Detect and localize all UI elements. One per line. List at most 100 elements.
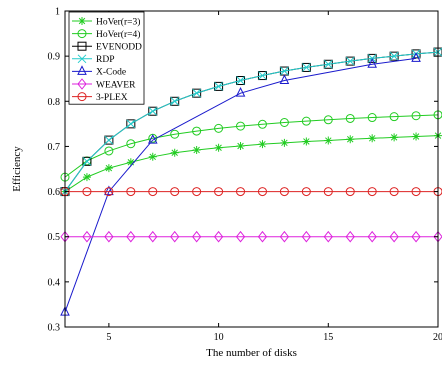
data-point bbox=[257, 230, 268, 243]
y-tick-label: 0.3 bbox=[48, 323, 61, 334]
legend-swatch-marker bbox=[78, 17, 86, 25]
legend-label: WEAVER bbox=[96, 80, 136, 90]
series-1 bbox=[60, 110, 442, 182]
data-point bbox=[390, 133, 399, 142]
data-point bbox=[257, 119, 267, 129]
y-tick-label: 0.4 bbox=[48, 277, 61, 288]
data-point bbox=[147, 133, 158, 144]
data-point bbox=[126, 119, 136, 129]
data-point bbox=[389, 187, 399, 197]
plot-area-frame bbox=[64, 10, 439, 328]
legend-swatch-marker bbox=[77, 29, 87, 39]
data-point bbox=[257, 71, 267, 81]
legend-swatch-marker bbox=[77, 41, 87, 51]
data-point bbox=[214, 123, 224, 133]
data-point bbox=[104, 187, 114, 197]
legend-item: HoVer(r=3) bbox=[72, 16, 140, 27]
data-point bbox=[345, 230, 355, 243]
data-point bbox=[148, 106, 158, 116]
legend-label: X-Code bbox=[96, 68, 126, 78]
data-point bbox=[279, 187, 289, 197]
legend-item: WEAVER bbox=[72, 78, 136, 90]
data-point bbox=[214, 143, 223, 152]
data-point bbox=[389, 51, 399, 61]
data-point bbox=[411, 230, 421, 243]
data-point bbox=[367, 187, 377, 197]
data-point bbox=[301, 62, 311, 72]
data-point bbox=[213, 230, 224, 243]
data-point bbox=[192, 187, 202, 197]
legend-label: HoVer(r=4) bbox=[96, 29, 140, 40]
data-point bbox=[126, 158, 135, 167]
data-point bbox=[301, 230, 311, 243]
data-point bbox=[126, 230, 136, 243]
data-point bbox=[170, 148, 179, 157]
data-point bbox=[170, 96, 180, 106]
data-point bbox=[258, 140, 267, 149]
data-point bbox=[126, 139, 136, 149]
y-tick-label: 0.9 bbox=[48, 52, 61, 63]
legend-item: HoVer(r=4) bbox=[72, 29, 140, 40]
data-point bbox=[104, 230, 114, 243]
data-point bbox=[280, 66, 289, 76]
data-point bbox=[235, 87, 246, 97]
legend-item: EVENODD bbox=[72, 41, 142, 53]
data-point bbox=[324, 136, 333, 145]
series-0 bbox=[61, 131, 442, 196]
legend-swatch-marker bbox=[77, 54, 87, 64]
y-tick-label: 0.5 bbox=[48, 232, 61, 243]
data-point bbox=[412, 132, 421, 141]
data-point bbox=[104, 185, 114, 196]
data-point bbox=[257, 187, 267, 197]
data-point bbox=[148, 230, 158, 243]
data-point bbox=[82, 187, 92, 197]
data-point bbox=[126, 187, 136, 197]
legend-label: EVENODD bbox=[96, 43, 142, 53]
legend-swatch-marker bbox=[77, 78, 87, 90]
data-point bbox=[367, 113, 377, 123]
series-5 bbox=[60, 230, 442, 243]
data-point bbox=[411, 187, 421, 197]
data-point bbox=[236, 76, 245, 85]
data-point bbox=[389, 230, 399, 243]
data-point bbox=[214, 82, 223, 91]
data-point bbox=[170, 230, 180, 243]
legend-item: 3-PLEX bbox=[72, 92, 128, 103]
data-point bbox=[235, 230, 246, 243]
data-point bbox=[301, 187, 311, 197]
data-point bbox=[192, 88, 202, 98]
data-point bbox=[192, 146, 201, 155]
series-line bbox=[64, 51, 439, 192]
y-axis-label: Efficiency bbox=[11, 146, 23, 192]
x-tick-label: 20 bbox=[433, 332, 442, 343]
data-point bbox=[170, 96, 180, 106]
data-point bbox=[192, 230, 202, 243]
data-point bbox=[236, 76, 246, 86]
legend-swatch-marker bbox=[77, 65, 87, 75]
series-6 bbox=[60, 187, 442, 197]
legend-item: X-Code bbox=[72, 65, 126, 78]
data-point bbox=[170, 187, 180, 197]
data-point bbox=[82, 230, 92, 243]
data-point bbox=[104, 146, 114, 156]
data-point bbox=[323, 187, 333, 197]
data-point bbox=[345, 56, 355, 66]
data-point bbox=[346, 135, 355, 144]
series-line bbox=[64, 135, 439, 192]
legend: HoVer(r=3) HoVer(r=4) EVENODD RDP X-Code WEAV… bbox=[68, 11, 145, 105]
x-tick-label: 10 bbox=[214, 332, 224, 343]
y-tick-label: 0.6 bbox=[48, 187, 61, 198]
data-point bbox=[214, 81, 224, 91]
x-tick-label: 15 bbox=[323, 332, 333, 343]
data-point bbox=[148, 106, 158, 116]
data-point bbox=[236, 121, 246, 131]
legend-label: HoVer(r=3) bbox=[96, 16, 140, 27]
axis-ticks: 5 10 15 20 0.3 0.4 0.5 0.6 0.7 0.8 0.9 1 bbox=[48, 7, 442, 344]
data-point bbox=[280, 138, 289, 147]
x-tick-label: 5 bbox=[106, 332, 111, 343]
y-tick-label: 0.7 bbox=[48, 142, 61, 153]
data-point bbox=[323, 59, 333, 69]
data-point bbox=[82, 156, 92, 166]
data-point bbox=[104, 135, 114, 145]
